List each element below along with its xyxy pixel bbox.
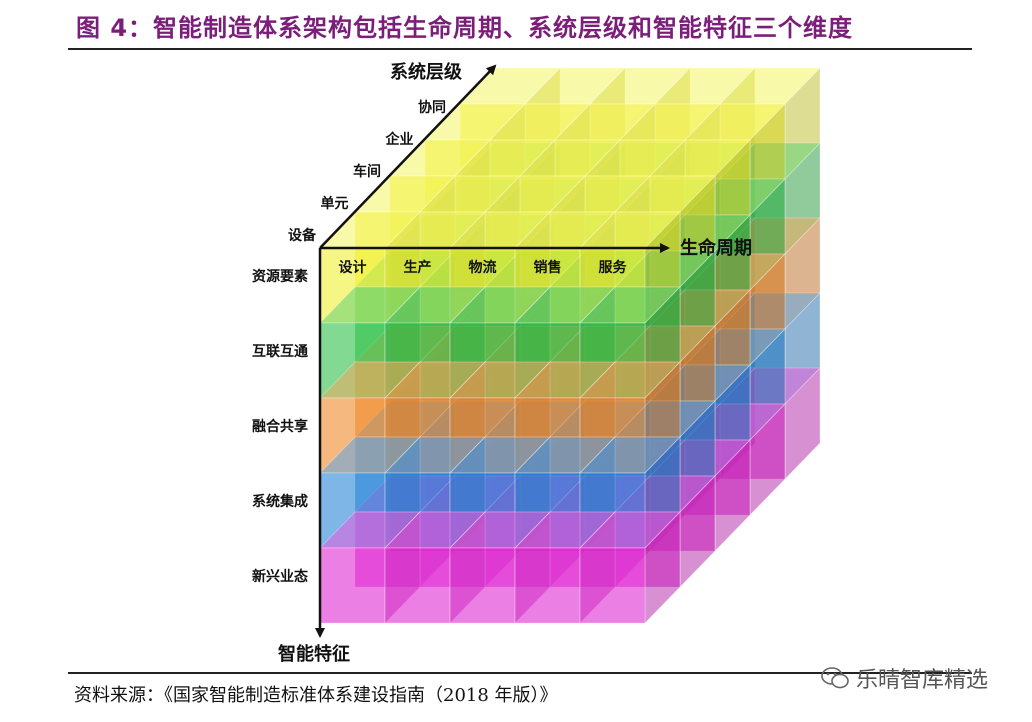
lifecycle-label: 物流 [469, 259, 497, 276]
intelligence-axis-title: 智能特征 [278, 643, 350, 665]
system-level-label: 企业 [385, 131, 414, 148]
system-level-label: 单元 [321, 195, 349, 212]
lifecycle-axis-title: 生命周期 [680, 237, 752, 259]
system-level-axis [319, 64, 497, 249]
bottom-divider [68, 672, 972, 674]
top-divider [68, 48, 972, 50]
intelligence-feature-label: 融合共享 [252, 418, 308, 435]
figure-title: 图 4：智能制造体系架构包括生命周期、系统层级和智能特征三个维度 [76, 14, 854, 42]
watermark-text: 乐晴智库精选 [856, 668, 989, 693]
source-note: 资料来源：《国家智能制造标准体系建设指南（2018 年版）》 [74, 685, 558, 706]
lifecycle-label: 生产 [404, 259, 432, 276]
intelligence-feature-label: 系统集成 [252, 493, 308, 510]
lifecycle-label: 服务 [599, 259, 628, 276]
system-level-label: 设备 [288, 227, 317, 244]
wechat-icon [821, 667, 849, 689]
system-level-label: 车间 [353, 163, 381, 180]
system-level-label: 协同 [418, 99, 446, 116]
intelligence-feature-label: 资源要素 [252, 268, 308, 285]
intelligence-feature-label: 互联互通 [252, 344, 308, 360]
lifecycle-label: 销售 [534, 259, 562, 276]
lifecycle-label: 设计 [339, 259, 367, 276]
intelligence-feature-label: 新兴业态 [252, 568, 308, 585]
cube-grid [319, 67, 821, 624]
system-level-axis-title: 系统层级 [390, 61, 463, 83]
grid-cube [579, 511, 681, 624]
watermark: 乐晴智库精选 [820, 662, 988, 694]
